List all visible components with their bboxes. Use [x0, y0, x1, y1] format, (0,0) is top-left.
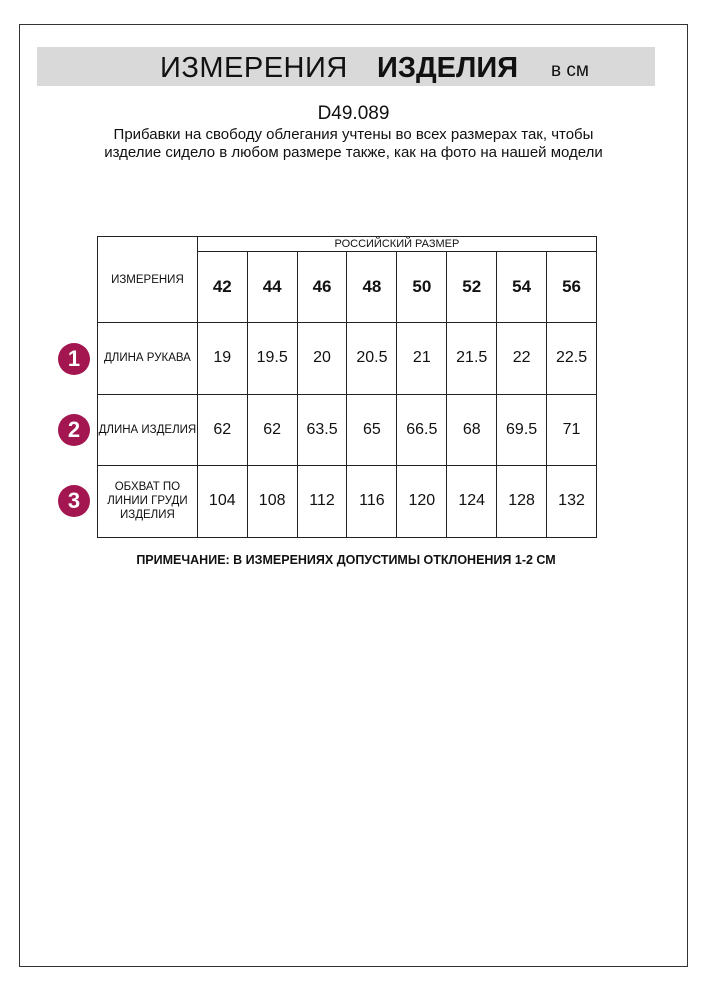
value-cell: 66.5	[396, 393, 448, 466]
product-code: D49.089	[317, 103, 390, 124]
value-cell: 65	[346, 393, 398, 466]
size-header: 48	[346, 251, 398, 323]
value-cell: 22	[496, 322, 548, 395]
note: ПРИМЕЧАНИЕ: В ИЗМЕРЕНИЯХ ДОПУСТИМЫ ОТКЛО…	[136, 553, 556, 567]
size-header: 56	[546, 251, 597, 323]
value-cell: 62	[246, 393, 298, 466]
title-bold: ИЗДЕЛИЯ	[377, 52, 519, 84]
value-cell: 128	[496, 465, 548, 538]
value-cell: 20	[296, 322, 348, 395]
page-frame	[19, 24, 688, 967]
value-cell: 21	[396, 322, 448, 395]
value-cell: 71	[546, 393, 597, 466]
measure-header: ИЗМЕРЕНИЯ	[97, 236, 198, 323]
value-cell: 21.5	[446, 322, 498, 395]
value-cell: 68	[446, 393, 498, 466]
title-unit: в см	[551, 60, 589, 81]
size-header: 52	[446, 251, 498, 323]
row-number-badge: 2	[58, 414, 90, 446]
size-table: ИЗМЕРЕНИЯ РОССИЙСКИЙ РАЗМЕР 42 44 46 48 50 52…	[97, 236, 598, 538]
table-row: ОБХВАТ ПО ЛИНИИ ГРУДИ ИЗДЕЛИЯ 104 108 112 11…	[97, 465, 597, 538]
description: Прибавки на свободу облегания учтены во …	[104, 126, 603, 161]
row-number-badge: 1	[58, 343, 90, 375]
size-group-header: РОССИЙСКИЙ РАЗМЕР	[196, 236, 598, 252]
size-header: 54	[496, 251, 548, 323]
value-cell: 19.5	[246, 322, 298, 395]
row-label: ДЛИНА РУКАВА	[97, 322, 198, 395]
size-header: 42	[196, 251, 248, 323]
value-cell: 132	[546, 465, 597, 538]
row-number-badge: 3	[58, 485, 90, 517]
title-regular: ИЗМЕРЕНИЯ	[160, 52, 348, 84]
value-cell: 108	[246, 465, 298, 538]
row-label: ДЛИНА ИЗДЕЛИЯ	[97, 393, 198, 466]
size-header: 44	[246, 251, 298, 323]
value-cell: 19	[196, 322, 248, 395]
value-cell: 104	[196, 465, 248, 538]
table-row: ДЛИНА РУКАВА 19 19.5 20 20.5 21 21.5 22 22.5	[97, 322, 597, 395]
table-row: ДЛИНА ИЗДЕЛИЯ 62 62 63.5 65 66.5 68 69.5 71	[97, 393, 597, 466]
value-cell: 116	[346, 465, 398, 538]
value-cell: 62	[196, 393, 248, 466]
size-header: 50	[396, 251, 448, 323]
value-cell: 69.5	[496, 393, 548, 466]
row-label: ОБХВАТ ПО ЛИНИИ ГРУДИ ИЗДЕЛИЯ	[97, 465, 198, 538]
value-cell: 63.5	[296, 393, 348, 466]
title-banner	[37, 47, 655, 86]
size-header: 46	[296, 251, 348, 323]
value-cell: 124	[446, 465, 498, 538]
value-cell: 22.5	[546, 322, 597, 395]
value-cell: 112	[296, 465, 348, 538]
value-cell: 20.5	[346, 322, 398, 395]
value-cell: 120	[396, 465, 448, 538]
